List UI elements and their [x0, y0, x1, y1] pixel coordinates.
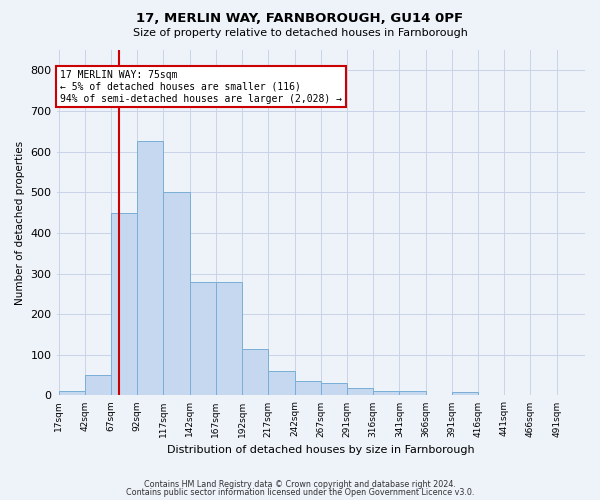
Bar — [111, 212, 137, 396]
Bar — [59, 392, 85, 396]
Bar — [190, 282, 216, 396]
Y-axis label: Number of detached properties: Number of detached properties — [15, 140, 25, 305]
Bar — [321, 383, 347, 396]
Text: Contains public sector information licensed under the Open Government Licence v3: Contains public sector information licen… — [126, 488, 474, 497]
Text: 17, MERLIN WAY, FARNBOROUGH, GU14 0PF: 17, MERLIN WAY, FARNBOROUGH, GU14 0PF — [136, 12, 464, 26]
Text: Size of property relative to detached houses in Farnborough: Size of property relative to detached ho… — [133, 28, 467, 38]
Bar — [295, 381, 321, 396]
Bar — [85, 375, 111, 396]
Bar — [400, 392, 425, 396]
Bar — [347, 388, 373, 396]
Bar — [163, 192, 190, 396]
Bar — [242, 348, 268, 396]
Bar — [137, 142, 163, 396]
Bar — [452, 392, 478, 396]
Bar — [216, 282, 242, 396]
Text: Contains HM Land Registry data © Crown copyright and database right 2024.: Contains HM Land Registry data © Crown c… — [144, 480, 456, 489]
Bar — [268, 371, 295, 396]
Text: 17 MERLIN WAY: 75sqm
← 5% of detached houses are smaller (116)
94% of semi-detac: 17 MERLIN WAY: 75sqm ← 5% of detached ho… — [59, 70, 341, 104]
X-axis label: Distribution of detached houses by size in Farnborough: Distribution of detached houses by size … — [167, 445, 475, 455]
Bar — [373, 392, 400, 396]
